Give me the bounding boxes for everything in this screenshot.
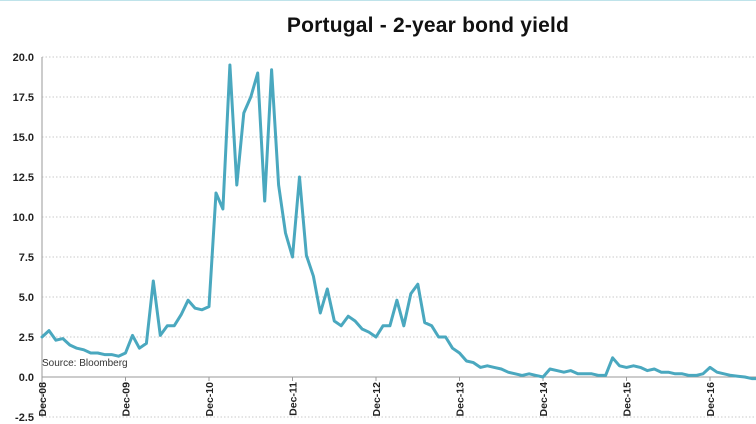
y-tick-label: 20.0 — [13, 52, 34, 64]
x-tick-label: Dec-09 — [121, 382, 133, 417]
y-tick-label: 0.0 — [19, 372, 34, 384]
y-axis-tick-labels: -2.5 0.0 2.5 5.0 7.5 10.0 12.5 15.0 17.5 20.0 — [13, 52, 34, 424]
y-tick-label: 12.5 — [13, 172, 34, 184]
x-tick-label: Dec-11 — [288, 382, 300, 416]
x-tick-label: Dec-16 — [705, 382, 717, 417]
x-tick-label: Dec-13 — [455, 382, 467, 417]
y-tick-label: 15.0 — [13, 132, 34, 144]
y-tick-label: 2.5 — [19, 332, 34, 344]
x-tick-label: Dec-08 — [37, 382, 49, 417]
y-tick-label: 17.5 — [13, 92, 34, 104]
series-lines — [40, 63, 756, 381]
y-tick-label: 7.5 — [19, 252, 34, 264]
x-axis-tick-labels: Dec-08 Dec-09 Dec-10 Dec-11 Dec-12 Dec-13 Dec-… — [37, 382, 717, 417]
gridlines — [41, 56, 756, 418]
y-tick-label: 10.0 — [13, 212, 34, 224]
y-tick-label: 5.0 — [19, 292, 34, 304]
x-tick-label: Dec-12 — [371, 382, 383, 417]
x-tick-label: Dec-15 — [622, 382, 634, 417]
x-tick-label: Dec-14 — [538, 382, 550, 417]
yield-series-line — [40, 63, 756, 381]
y-tick-label: -2.5 — [15, 412, 34, 424]
x-tick-label: Dec-10 — [204, 382, 216, 417]
chart-title: Portugal - 2-year bond yield — [286, 14, 570, 37]
source-note: Source: Bloomberg — [42, 358, 128, 369]
